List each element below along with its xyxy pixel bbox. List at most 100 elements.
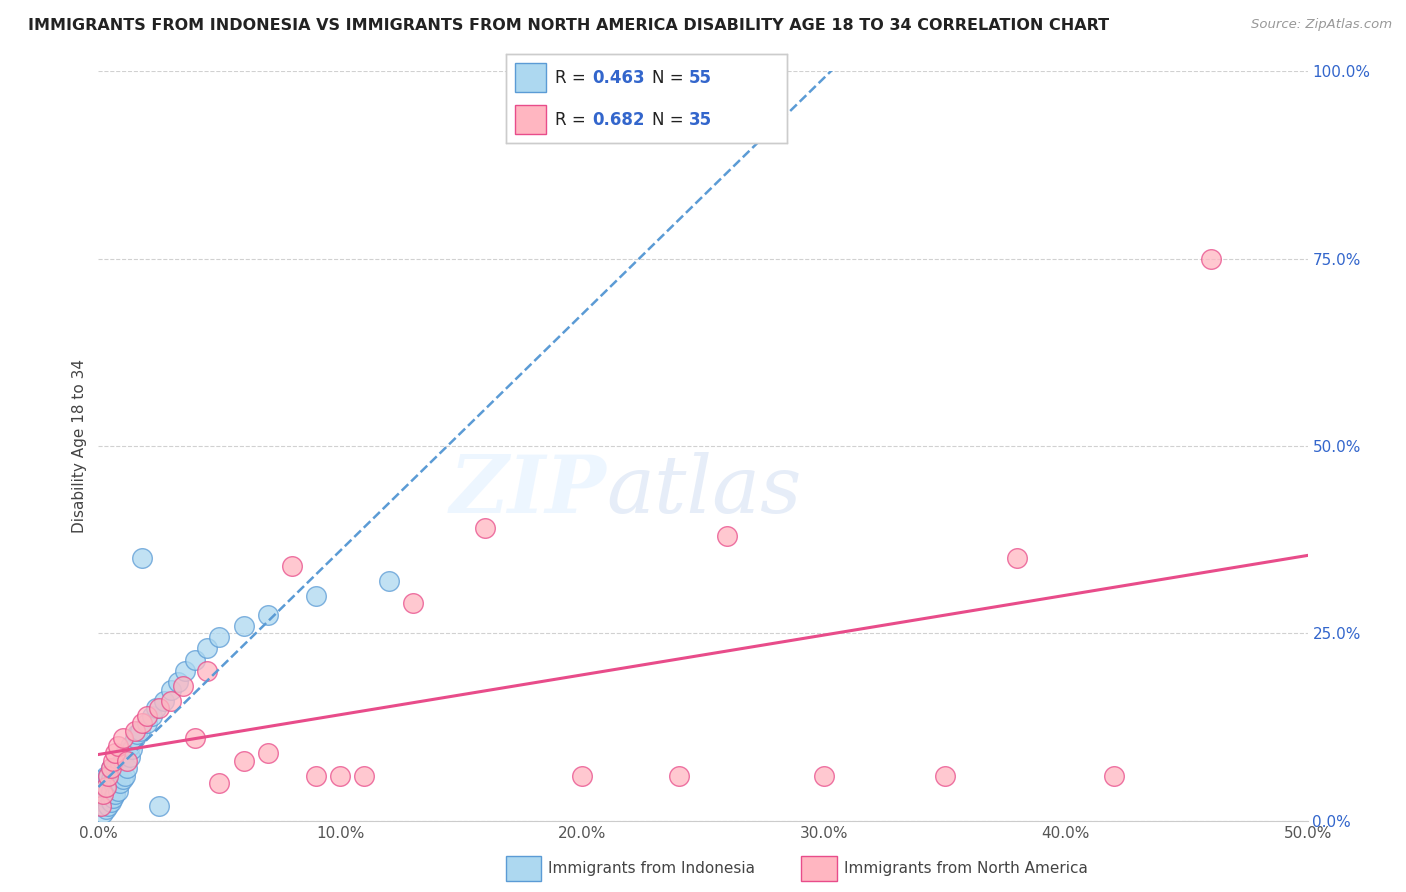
- Point: [131, 551, 153, 566]
- Point: [131, 716, 153, 731]
- Point: [329, 769, 352, 783]
- Point: [107, 783, 129, 797]
- FancyBboxPatch shape: [515, 105, 546, 134]
- Point: [172, 679, 194, 693]
- Point: [474, 521, 496, 535]
- Point: [107, 769, 129, 783]
- Point: [353, 769, 375, 783]
- Point: [174, 664, 197, 678]
- Point: [117, 761, 139, 775]
- Point: [90, 776, 112, 790]
- Point: [94, 780, 117, 794]
- Text: Immigrants from North America: Immigrants from North America: [844, 862, 1087, 876]
- Text: R =: R =: [555, 111, 592, 128]
- FancyBboxPatch shape: [515, 63, 546, 92]
- Point: [104, 746, 127, 760]
- Text: 35: 35: [689, 111, 711, 128]
- Text: 0.682: 0.682: [592, 111, 644, 128]
- Point: [1199, 252, 1222, 266]
- Text: ZIP: ZIP: [450, 452, 606, 530]
- Point: [135, 708, 157, 723]
- Point: [97, 783, 120, 797]
- Point: [100, 761, 122, 775]
- Point: [114, 769, 136, 783]
- Point: [104, 788, 127, 802]
- Point: [118, 739, 141, 753]
- Point: [97, 769, 120, 783]
- Point: [121, 742, 143, 756]
- Point: [135, 716, 157, 731]
- Point: [101, 764, 124, 779]
- Point: [208, 776, 231, 790]
- Point: [100, 795, 122, 809]
- Point: [160, 694, 183, 708]
- Point: [148, 701, 170, 715]
- Point: [118, 750, 141, 764]
- Point: [100, 783, 122, 797]
- Point: [91, 783, 114, 797]
- Point: [111, 731, 134, 746]
- Text: Immigrants from Indonesia: Immigrants from Indonesia: [548, 862, 755, 876]
- Point: [117, 754, 139, 768]
- Point: [256, 607, 278, 622]
- Point: [232, 619, 254, 633]
- Text: atlas: atlas: [606, 452, 801, 530]
- Point: [232, 754, 254, 768]
- Point: [208, 630, 231, 644]
- Point: [111, 754, 134, 768]
- Point: [141, 708, 163, 723]
- Point: [94, 802, 117, 816]
- Point: [104, 761, 127, 775]
- Point: [124, 723, 146, 738]
- Point: [101, 791, 124, 805]
- Point: [101, 754, 124, 768]
- Point: [256, 746, 278, 760]
- Point: [145, 701, 167, 715]
- Point: [108, 776, 131, 790]
- Point: [152, 694, 174, 708]
- Point: [91, 795, 114, 809]
- Point: [108, 757, 131, 772]
- Point: [91, 806, 114, 821]
- Point: [305, 769, 328, 783]
- Point: [127, 727, 149, 741]
- Text: N =: N =: [652, 111, 689, 128]
- Point: [305, 589, 328, 603]
- Point: [94, 791, 117, 805]
- Point: [934, 769, 956, 783]
- Point: [184, 731, 207, 746]
- Point: [97, 798, 120, 813]
- Text: IMMIGRANTS FROM INDONESIA VS IMMIGRANTS FROM NORTH AMERICA DISABILITY AGE 18 TO : IMMIGRANTS FROM INDONESIA VS IMMIGRANTS …: [28, 18, 1109, 33]
- Point: [195, 664, 218, 678]
- Point: [1007, 551, 1029, 566]
- Point: [184, 652, 207, 666]
- Point: [124, 731, 146, 746]
- Point: [195, 641, 218, 656]
- Point: [104, 772, 127, 787]
- Y-axis label: Disability Age 18 to 34: Disability Age 18 to 34: [72, 359, 87, 533]
- Point: [94, 769, 117, 783]
- Point: [1102, 769, 1125, 783]
- Point: [114, 746, 136, 760]
- Point: [716, 529, 738, 543]
- Text: R =: R =: [555, 69, 592, 87]
- Point: [668, 769, 690, 783]
- Text: 55: 55: [689, 69, 711, 87]
- Point: [100, 761, 122, 775]
- Point: [402, 596, 425, 610]
- Text: N =: N =: [652, 69, 689, 87]
- Point: [94, 780, 117, 794]
- Point: [167, 675, 190, 690]
- Point: [128, 723, 150, 738]
- Point: [281, 558, 304, 573]
- Point: [571, 769, 593, 783]
- Point: [813, 769, 835, 783]
- Point: [377, 574, 399, 588]
- Point: [111, 772, 134, 787]
- Point: [90, 798, 112, 813]
- Text: Source: ZipAtlas.com: Source: ZipAtlas.com: [1251, 18, 1392, 31]
- Point: [100, 772, 122, 787]
- Point: [90, 788, 112, 802]
- Point: [90, 798, 112, 813]
- Point: [101, 776, 124, 790]
